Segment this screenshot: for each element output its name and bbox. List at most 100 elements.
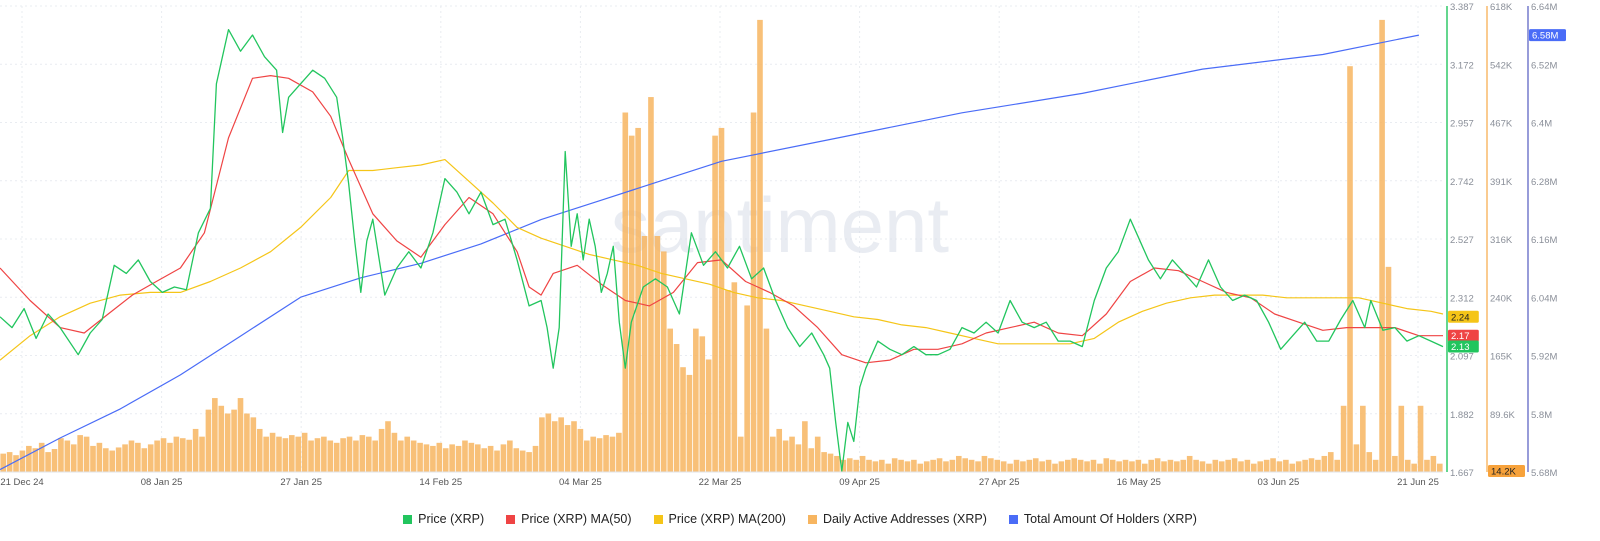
daa-bar [45,452,51,472]
daa-bar [1090,459,1097,472]
daa-bar [667,328,673,472]
daa-bar [385,421,391,472]
daa-bar [436,442,443,472]
daa-bar [237,398,244,472]
daa-bar [70,444,77,472]
daa-bar [179,438,186,472]
legend-item[interactable]: Price (XRP) [403,512,484,526]
daa-bar [321,436,327,472]
daa-bar [218,405,225,472]
daa-bar [1398,405,1405,472]
series-lines [0,28,1444,472]
daa-bar [519,450,526,472]
legend-label: Price (XRP) [418,512,485,526]
daa-bar [365,436,372,472]
daa-bar [545,413,552,472]
daa-bar [1263,459,1270,472]
daa-bar [481,448,488,472]
daa-bar [1353,444,1360,472]
daa-bar [859,455,866,472]
badge-label: 2.13 [1451,342,1470,353]
daa-bar [1116,461,1122,472]
daa-bar [147,444,154,472]
daa-bar [1225,459,1231,472]
daa-bar [1084,461,1090,472]
x-tick-label: 22 Mar 25 [699,477,742,488]
daa-bar [513,448,520,472]
daa-bar [737,436,744,472]
legend-item[interactable]: Price (XRP) MA(50) [506,512,632,526]
daa-bar [949,459,956,472]
legend: Price (XRP) Price (XRP) MA(50) Price (XRP)… [0,508,1600,530]
daa-bar [340,438,346,472]
legend-item[interactable]: Price (XRP) MA(200) [653,512,786,526]
legend-item[interactable]: Daily Active Addresses (XRP) [807,512,987,526]
x-tick-label: 08 Jan 25 [141,477,183,488]
daa-bar [827,453,834,472]
daa-bar [410,440,417,472]
daa-bar [359,435,366,472]
daa-bar [1026,459,1033,472]
daa-bar [1366,452,1373,472]
daa-bar [840,459,847,472]
daa-bar [603,435,609,472]
badge-label: 6.58M [1532,31,1558,42]
daa-bar [1013,459,1020,472]
daa-bar [109,450,116,472]
daa-bar [1308,458,1315,472]
daa-bar [705,359,712,472]
daa-bar [314,438,321,472]
daa-bar [879,459,885,472]
daa-bar [1206,463,1212,472]
daa-bar [1417,405,1424,472]
daa-bar [167,442,173,472]
daa-bar [1302,459,1308,472]
price-xrp-ma-50-line [0,75,1443,364]
daa-bar [680,367,686,472]
daa-bar [1129,461,1135,472]
daa-bar [814,436,821,472]
daa-bar [135,442,141,472]
daa-bar [462,440,468,472]
legend-swatch [653,514,663,524]
daa-bar [1251,463,1257,472]
daa-bar [1180,459,1187,472]
daa-bar [1199,461,1206,472]
daa-bar [487,445,494,472]
daa-bar [224,413,231,472]
daa-bar [1039,461,1045,472]
daa-bar [923,461,930,472]
daa-bar [584,440,590,472]
daa-bar [1058,461,1065,472]
legend-label: Price (XRP) MA(200) [668,512,786,526]
daa-bar [301,432,308,472]
daa-bar [936,458,943,472]
daa-bar [590,436,597,472]
daa-bar [834,455,840,472]
badge-label: 2.17 [1451,331,1470,342]
daa-bar [289,435,295,472]
badge-bg [1488,465,1525,477]
daa-bar [58,438,64,472]
daa-bar [1045,459,1052,472]
daa-bar [192,428,199,472]
daa-bar [77,435,83,472]
daa-bar [256,428,263,472]
daa-bar [1295,461,1302,472]
daa-bar [577,428,584,472]
price-tick-label: 2.742 [1450,177,1474,188]
holders-tick-label: 6.52M [1531,60,1557,71]
x-tick-label: 21 Jun 25 [1397,477,1439,488]
daa-bar [468,442,475,472]
daa-bar [660,251,667,472]
daa-bar [558,417,564,472]
legend-item[interactable]: Total Amount Of Holders (XRP) [1008,512,1197,526]
daa-bar [1167,459,1174,472]
daa-bar [1154,458,1161,472]
daa-bar [718,127,725,472]
daa-tick-label: 542K [1490,60,1513,71]
daa-tick-label: 391K [1490,177,1513,188]
holders-tick-label: 6.64M [1531,2,1557,13]
daa-bar [276,436,282,472]
